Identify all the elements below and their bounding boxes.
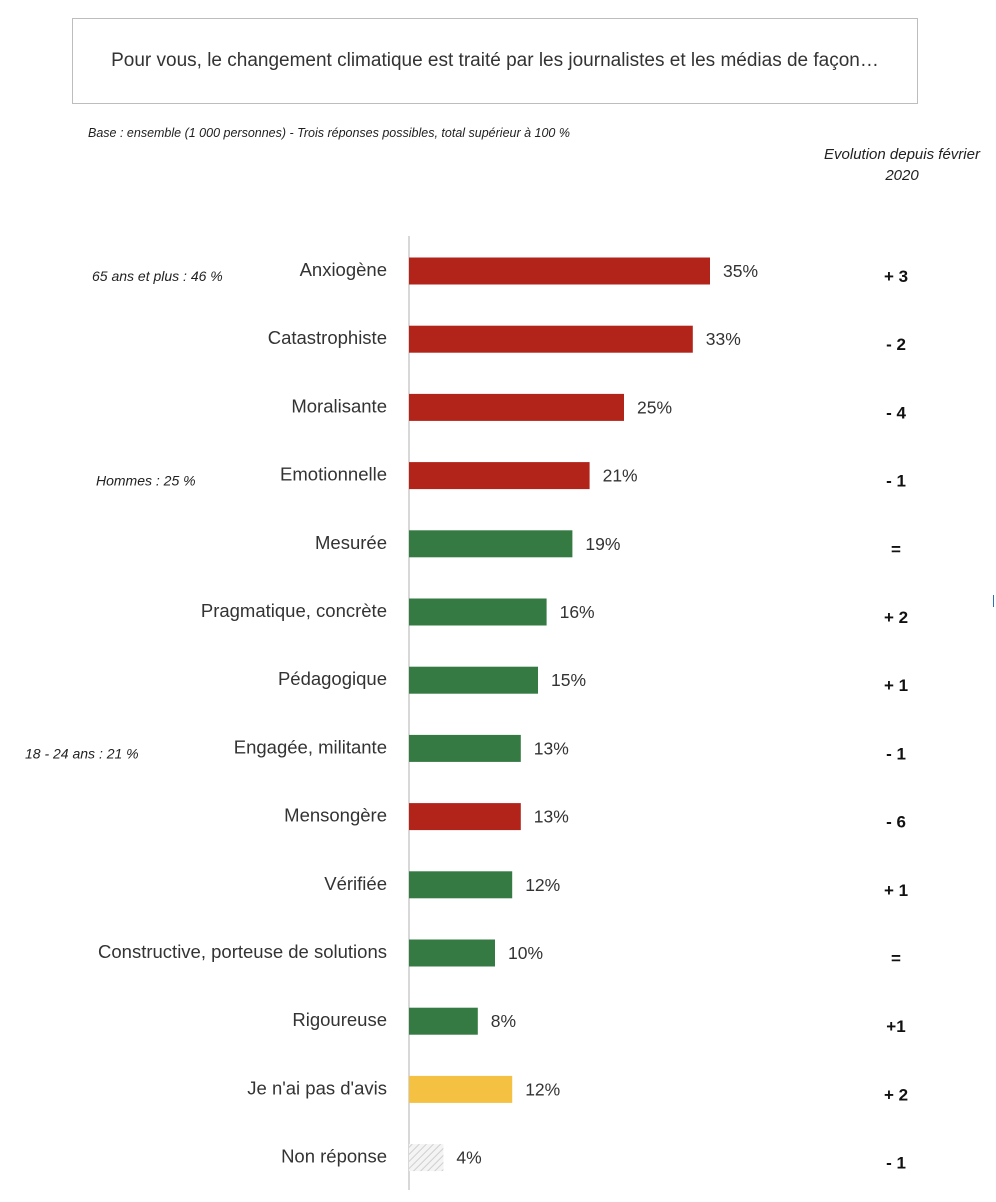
value-label: 13% <box>534 738 569 758</box>
category-label: Mesurée <box>315 532 387 553</box>
bar-14 <box>409 1144 444 1172</box>
category-label: Catastrophiste <box>268 327 387 348</box>
value-label: 12% <box>525 875 560 895</box>
bar-7 <box>409 666 538 694</box>
bar-2 <box>409 325 693 353</box>
value-label: 21% <box>603 466 638 486</box>
evolution-value: - 1 <box>886 744 906 763</box>
evolution-value: - 1 <box>886 1154 906 1173</box>
evolution-header: Evolution depuis février 2020 <box>824 146 980 184</box>
evolution-value: = <box>891 949 901 968</box>
question-text: Pour vous, le changement climatique est … <box>111 50 879 71</box>
evolution-value: + 3 <box>884 267 908 286</box>
category-label: Moralisante <box>291 395 387 416</box>
base-note: Base : ensemble (1 000 personnes) - Troi… <box>88 126 570 140</box>
value-label: 8% <box>491 1011 516 1031</box>
evolution-value: +1 <box>886 1017 905 1036</box>
evolution-value: - 2 <box>886 335 906 354</box>
edge-marker <box>993 595 994 607</box>
category-label: Engagée, militante <box>234 736 387 757</box>
bar-5 <box>409 530 573 558</box>
value-label: 19% <box>585 534 620 554</box>
evolution-value: + 1 <box>884 676 908 695</box>
bar-9 <box>409 803 521 831</box>
bar-11 <box>409 939 495 967</box>
category-label: Pédagogique <box>278 668 387 689</box>
bar-12 <box>409 1007 478 1035</box>
bar-13 <box>409 1075 513 1103</box>
segment-annotation: Hommes : 25 % <box>96 473 196 489</box>
category-label: Non réponse <box>281 1146 387 1167</box>
category-label: Emotionnelle <box>280 464 387 485</box>
evolution-value: - 6 <box>886 813 906 832</box>
bar-10 <box>409 871 513 899</box>
bar-3 <box>409 393 624 421</box>
category-label: Constructive, porteuse de solutions <box>98 941 387 962</box>
value-label: 15% <box>551 670 586 690</box>
question-box: Pour vous, le changement climatique est … <box>72 18 918 104</box>
value-label: 4% <box>456 1148 481 1168</box>
value-label: 35% <box>723 261 758 281</box>
category-label: Mensongère <box>284 805 387 826</box>
bar-1 <box>409 257 710 285</box>
bar-6 <box>409 598 547 626</box>
evolution-value: - 1 <box>886 472 906 491</box>
category-label: Pragmatique, concrète <box>201 600 387 621</box>
value-label: 13% <box>534 807 569 827</box>
value-label: 25% <box>637 397 672 417</box>
category-label: Rigoureuse <box>292 1009 387 1030</box>
evolution-value: + 1 <box>884 881 908 900</box>
evolution-value: = <box>891 540 901 559</box>
category-label: Vérifiée <box>324 873 387 894</box>
value-label: 33% <box>706 329 741 349</box>
bar-4 <box>409 462 590 490</box>
bar-8 <box>409 734 521 762</box>
category-label: Anxiogène <box>300 259 387 280</box>
segment-annotation: 18 - 24 ans : 21 % <box>25 745 139 761</box>
value-label: 10% <box>508 943 543 963</box>
segment-annotation: 65 ans et plus : 46 % <box>92 268 223 284</box>
evolution-value: + 2 <box>884 608 908 627</box>
evolution-value: + 2 <box>884 1085 908 1104</box>
category-label: Je n'ai pas d'avis <box>247 1077 387 1098</box>
evolution-value: - 4 <box>886 403 906 422</box>
value-label: 12% <box>525 1079 560 1099</box>
value-label: 16% <box>560 602 595 622</box>
